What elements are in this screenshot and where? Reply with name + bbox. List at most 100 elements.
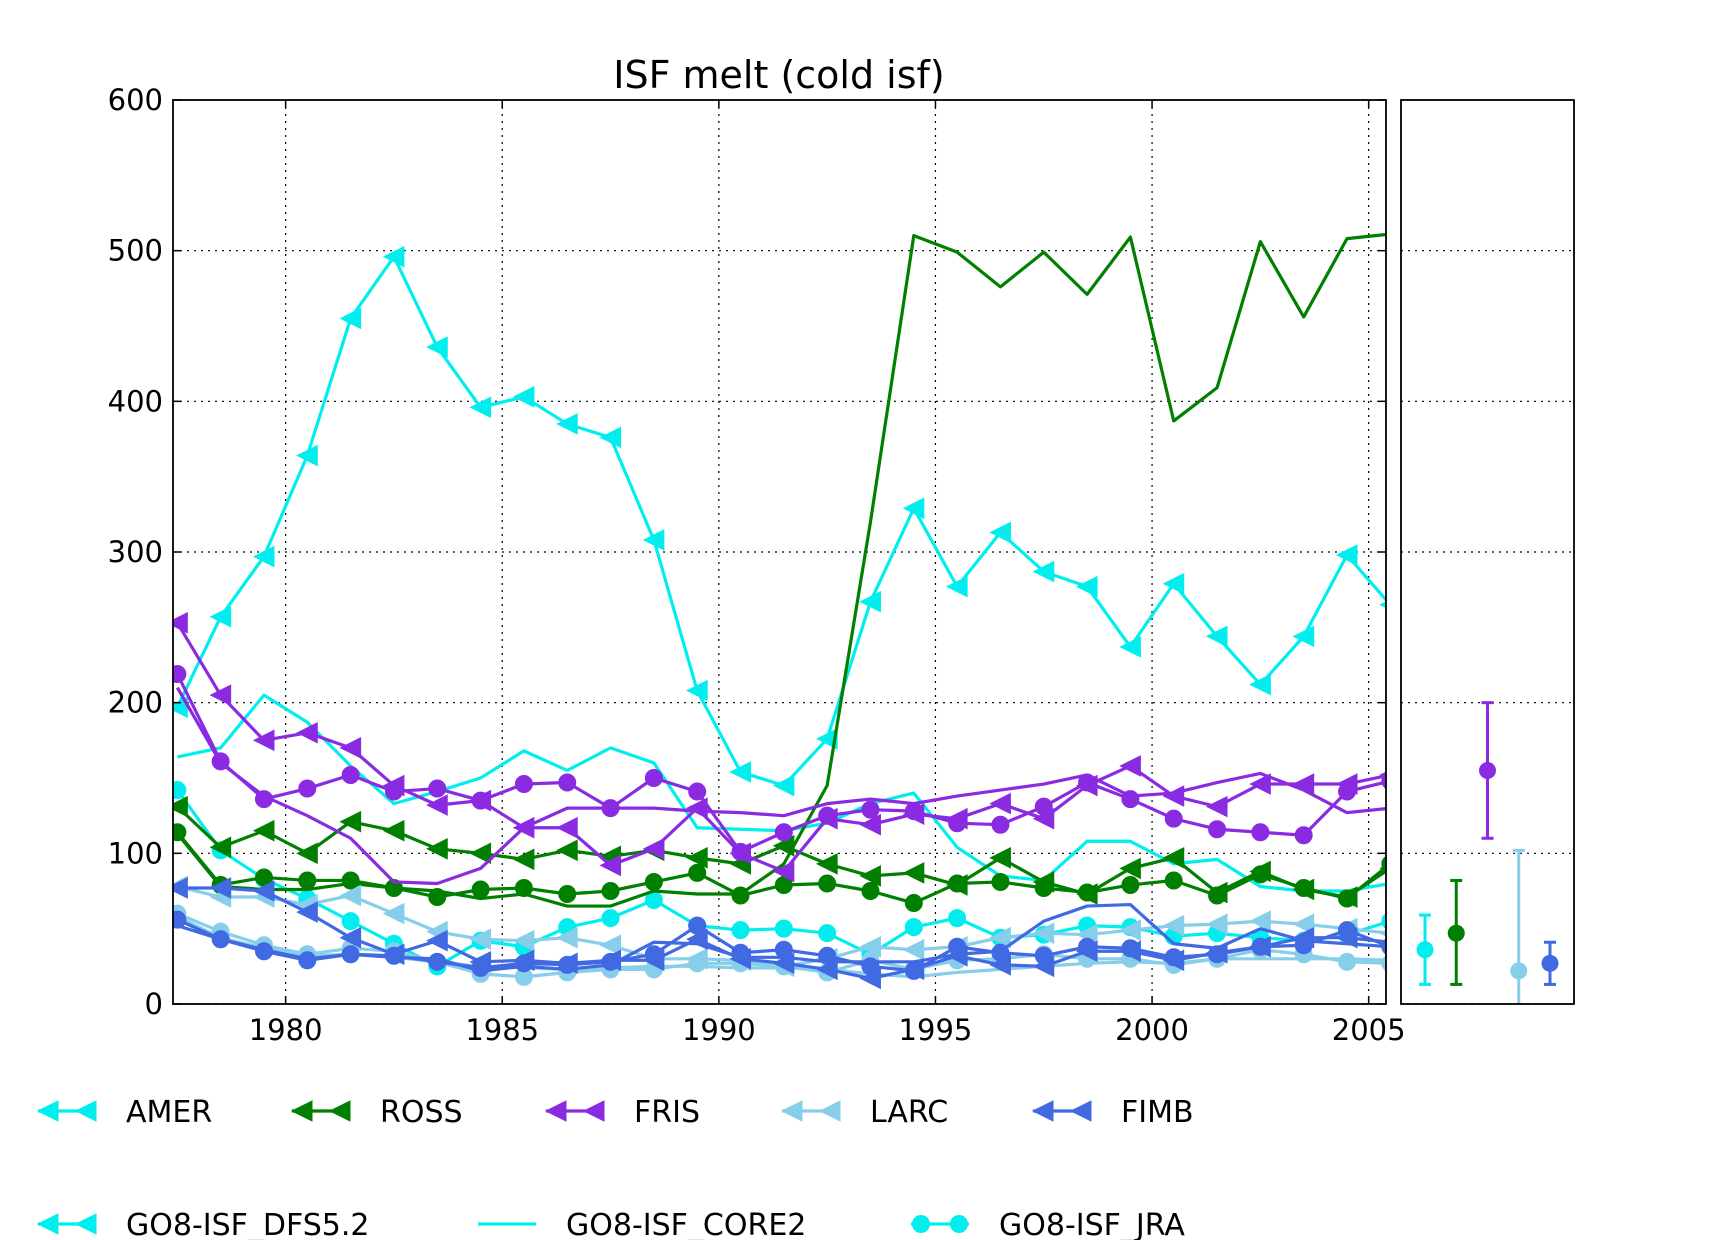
data-point xyxy=(989,926,1011,949)
data-point xyxy=(599,426,622,449)
data-point xyxy=(1294,936,1313,955)
data-point xyxy=(1335,544,1358,566)
data-point xyxy=(471,958,490,977)
data-point xyxy=(861,800,880,819)
side-mean-marker xyxy=(1479,761,1496,779)
data-point xyxy=(211,752,230,771)
data-point xyxy=(298,779,317,798)
data-point xyxy=(339,737,362,759)
data-point xyxy=(173,795,188,818)
legend-marker xyxy=(780,1100,803,1122)
data-point xyxy=(1249,673,1271,696)
data-point xyxy=(556,413,578,435)
data-point xyxy=(904,802,923,821)
legend-marker xyxy=(328,1100,351,1122)
legend-marker xyxy=(1031,1100,1054,1122)
data-point xyxy=(254,790,273,809)
axes: 1980 1985 1990 1995 2000 2005 0 100 200 300 400 500… xyxy=(108,83,1575,1047)
side-point-fris xyxy=(1479,701,1496,840)
data-point xyxy=(948,937,967,956)
side-panel-frame xyxy=(1400,99,1575,1005)
data-point xyxy=(209,877,232,899)
data-point xyxy=(558,773,577,792)
data-point xyxy=(1075,575,1098,598)
data-point xyxy=(296,842,318,865)
data-point xyxy=(731,943,750,962)
data-point xyxy=(816,728,838,750)
data-point xyxy=(512,929,535,952)
data-point xyxy=(382,902,405,925)
data-point xyxy=(1338,782,1357,801)
data-point xyxy=(1205,795,1228,818)
data-point xyxy=(512,386,535,408)
data-point xyxy=(514,775,533,794)
data-point xyxy=(1164,948,1183,967)
side-point-fimb xyxy=(1541,940,1559,986)
data-point xyxy=(731,842,750,861)
data-point xyxy=(428,779,447,798)
data-point xyxy=(556,839,578,862)
legend-label: LARC xyxy=(870,1095,948,1130)
data-point xyxy=(1121,875,1140,894)
data-point xyxy=(1162,785,1185,807)
series-line xyxy=(175,255,1386,788)
y-tick-label: 200 xyxy=(108,686,163,720)
data-point xyxy=(861,882,880,900)
data-point xyxy=(991,815,1010,834)
side-mean-marker xyxy=(1541,954,1559,972)
data-point xyxy=(339,884,362,907)
data-point xyxy=(296,721,318,744)
data-point xyxy=(173,612,188,634)
data-point xyxy=(1034,797,1053,816)
data-point xyxy=(1208,820,1227,839)
data-point xyxy=(173,823,187,842)
data-point xyxy=(252,819,275,842)
side-mean-marker xyxy=(1447,924,1465,942)
data-point xyxy=(772,860,795,883)
data-point xyxy=(1251,937,1270,956)
data-point xyxy=(1294,878,1313,897)
data-point xyxy=(601,952,620,971)
data-point xyxy=(904,918,923,937)
data-point xyxy=(902,938,925,961)
x-tick-label: 1995 xyxy=(899,1013,973,1047)
data-point xyxy=(1381,913,1386,930)
data-point xyxy=(1034,946,1053,965)
data-point xyxy=(948,874,967,893)
legend-label: FRIS xyxy=(634,1095,700,1130)
data-point xyxy=(1205,625,1228,648)
data-point xyxy=(341,945,360,964)
data-point xyxy=(382,245,405,268)
data-point xyxy=(989,792,1011,815)
data-point xyxy=(426,838,448,860)
data-point xyxy=(644,872,663,891)
legend-item-amer: AMER xyxy=(36,1095,212,1130)
data-point xyxy=(556,926,578,949)
data-point xyxy=(469,842,492,865)
data-point xyxy=(173,665,187,684)
data-point xyxy=(558,885,577,904)
y-tick-label: 0 xyxy=(145,987,163,1021)
x-tick-label: 2000 xyxy=(1115,1013,1189,1047)
legend-label: GO8-ISF_CORE2 xyxy=(566,1208,806,1240)
data-point xyxy=(428,952,447,971)
data-point xyxy=(644,769,663,787)
side-mean-marker xyxy=(1416,941,1434,959)
side-point-ross xyxy=(1447,878,1465,986)
legend-label: ROSS xyxy=(380,1095,463,1130)
data-point xyxy=(1249,910,1271,932)
data-point xyxy=(209,836,232,859)
data-point xyxy=(1119,636,1141,658)
data-point xyxy=(1121,939,1140,958)
legend-label: GO8-ISF_DFS5.2 xyxy=(126,1208,370,1240)
data-point xyxy=(731,921,750,940)
data-point xyxy=(818,924,837,943)
y-tick-label: 400 xyxy=(108,384,163,418)
data-point xyxy=(818,874,837,893)
data-point xyxy=(599,854,622,877)
legend-marker xyxy=(290,1100,313,1122)
series-amer-go8-isf-dfs5-2 xyxy=(173,245,1386,797)
legend-marker xyxy=(36,1100,59,1122)
data-point xyxy=(209,684,232,706)
data-point xyxy=(902,497,925,520)
